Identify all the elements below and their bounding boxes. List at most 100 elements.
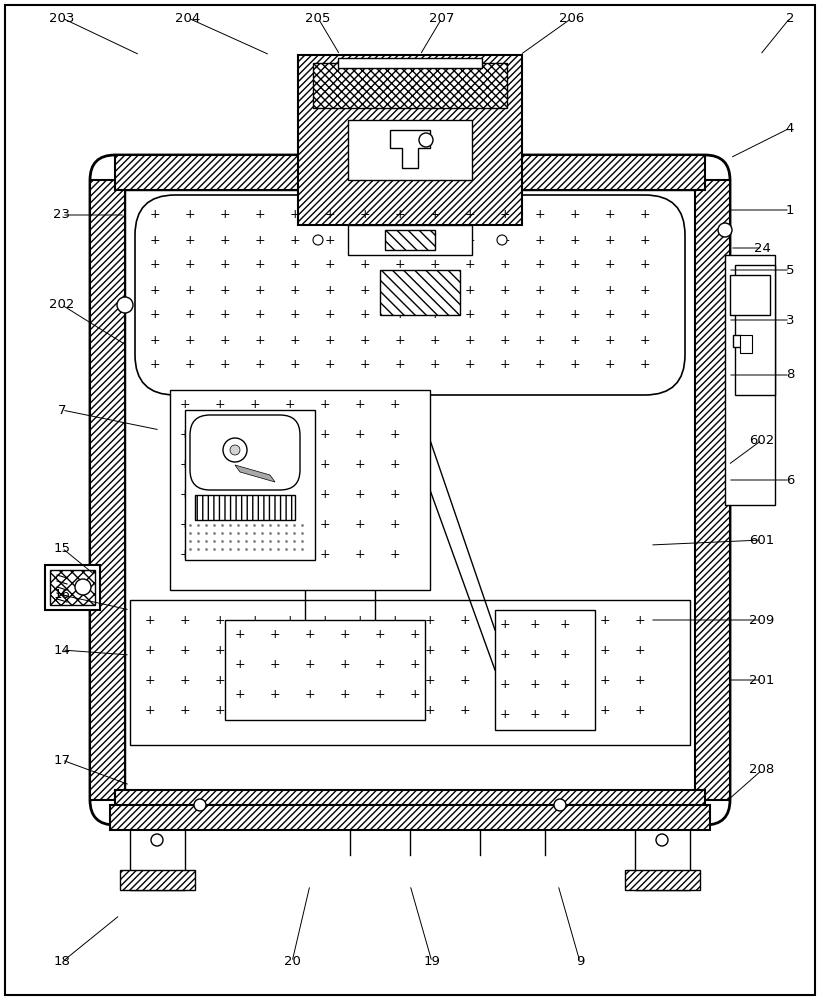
- Bar: [634, 815, 689, 890]
- Text: +: +: [215, 428, 225, 442]
- Text: +: +: [499, 708, 509, 722]
- Circle shape: [229, 445, 240, 455]
- Text: +: +: [494, 704, 505, 716]
- Text: +: +: [499, 334, 509, 347]
- Text: 9: 9: [575, 955, 583, 968]
- Text: +: +: [634, 674, 645, 686]
- Text: +: +: [374, 629, 385, 642]
- Text: +: +: [639, 284, 649, 296]
- Text: +: +: [604, 334, 614, 347]
- Text: +: +: [305, 658, 315, 672]
- Text: +: +: [284, 674, 295, 686]
- Text: +: +: [324, 308, 335, 322]
- Text: +: +: [355, 398, 365, 412]
- Circle shape: [223, 438, 247, 462]
- Text: +: +: [599, 613, 609, 626]
- Text: +: +: [255, 233, 265, 246]
- Text: +: +: [255, 209, 265, 222]
- Text: +: +: [184, 284, 195, 296]
- Bar: [313, 63, 506, 108]
- Text: +: +: [459, 704, 470, 716]
- Bar: [347, 225, 472, 255]
- Text: +: +: [374, 688, 385, 702]
- Text: +: +: [355, 518, 365, 532]
- Bar: [115, 790, 704, 825]
- Text: +: +: [569, 284, 580, 296]
- Text: +: +: [144, 613, 155, 626]
- Text: +: +: [150, 308, 161, 322]
- Text: +: +: [284, 398, 295, 412]
- Circle shape: [194, 799, 206, 811]
- Text: +: +: [289, 308, 300, 322]
- Text: +: +: [319, 458, 330, 472]
- Text: +: +: [150, 359, 161, 371]
- Bar: [224, 620, 424, 720]
- Text: +: +: [215, 518, 225, 532]
- Text: +: +: [464, 258, 475, 271]
- Text: +: +: [499, 308, 509, 322]
- Text: 5: 5: [785, 263, 794, 276]
- Text: +: +: [464, 308, 475, 322]
- Text: +: +: [249, 704, 260, 716]
- Text: +: +: [355, 548, 365, 562]
- Text: +: +: [529, 674, 540, 686]
- Text: +: +: [429, 308, 440, 322]
- Text: +: +: [604, 209, 614, 222]
- Text: +: +: [215, 674, 225, 686]
- Text: +: +: [360, 359, 370, 371]
- Text: +: +: [319, 644, 330, 656]
- Text: +: +: [150, 284, 161, 296]
- Text: +: +: [639, 233, 649, 246]
- Text: +: +: [360, 209, 370, 222]
- Bar: [130, 815, 185, 890]
- Text: +: +: [284, 548, 295, 562]
- Text: +: +: [499, 359, 509, 371]
- Text: +: +: [255, 334, 265, 347]
- Text: +: +: [319, 488, 330, 502]
- Text: +: +: [144, 704, 155, 716]
- Text: +: +: [219, 209, 230, 222]
- Text: +: +: [569, 209, 580, 222]
- Text: +: +: [389, 518, 400, 532]
- Text: +: +: [429, 284, 440, 296]
- Text: 3: 3: [785, 314, 794, 326]
- Text: +: +: [389, 458, 400, 472]
- Text: +: +: [355, 458, 365, 472]
- Text: +: +: [394, 308, 405, 322]
- Text: +: +: [559, 708, 570, 722]
- Text: +: +: [284, 613, 295, 626]
- Text: +: +: [394, 284, 405, 296]
- Text: +: +: [499, 258, 509, 271]
- Text: +: +: [355, 704, 365, 716]
- Text: +: +: [339, 658, 350, 672]
- Text: +: +: [639, 359, 649, 371]
- Text: +: +: [564, 644, 575, 656]
- Text: +: +: [389, 398, 400, 412]
- Text: +: +: [639, 209, 649, 222]
- Polygon shape: [235, 465, 274, 482]
- Text: +: +: [599, 704, 609, 716]
- Text: +: +: [284, 704, 295, 716]
- Text: 207: 207: [429, 12, 454, 25]
- Text: +: +: [215, 613, 225, 626]
- Text: 18: 18: [53, 955, 70, 968]
- Text: +: +: [184, 359, 195, 371]
- Bar: [50, 570, 95, 605]
- Text: +: +: [219, 258, 230, 271]
- Text: +: +: [604, 284, 614, 296]
- Text: 15: 15: [53, 542, 70, 554]
- Text: +: +: [234, 688, 245, 702]
- Text: +: +: [459, 613, 470, 626]
- Circle shape: [496, 235, 506, 245]
- Text: +: +: [215, 458, 225, 472]
- Bar: [297, 55, 522, 225]
- Text: +: +: [215, 644, 225, 656]
- Text: 201: 201: [749, 674, 774, 686]
- Text: +: +: [464, 359, 475, 371]
- Text: +: +: [394, 258, 405, 271]
- Text: +: +: [499, 618, 509, 632]
- Text: +: +: [179, 458, 190, 472]
- Text: +: +: [289, 359, 300, 371]
- Text: +: +: [360, 308, 370, 322]
- Text: +: +: [324, 258, 335, 271]
